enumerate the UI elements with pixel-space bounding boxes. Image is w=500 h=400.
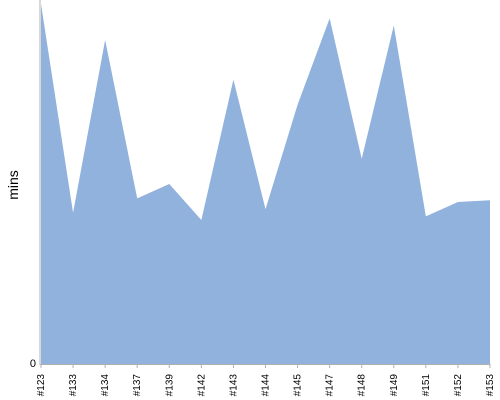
x-tick-label: #139: [164, 374, 175, 397]
x-tick-label: #133: [68, 374, 79, 397]
data-point-152: [456, 200, 460, 204]
data-point-147: [328, 16, 332, 20]
data-point-149: [392, 24, 396, 28]
data-point-143: [231, 78, 235, 82]
plot-area: [41, 4, 492, 364]
data-point-148: [360, 157, 364, 161]
x-tick-label: #152: [453, 374, 464, 397]
data-point-145: [296, 103, 300, 107]
data-point-142: [199, 218, 203, 222]
x-tick-label: #145: [293, 374, 304, 397]
x-tick-label: #151: [421, 374, 432, 397]
data-point-133: [71, 211, 75, 215]
y-tick-label: 0: [30, 358, 36, 370]
area-series: [41, 4, 490, 364]
x-tick-label: #142: [196, 374, 207, 397]
x-tick-label: #137: [132, 374, 143, 397]
x-tick-label: #148: [357, 374, 368, 397]
x-tick-label: #134: [100, 374, 111, 397]
x-tick-label: #143: [228, 374, 239, 397]
x-axis-ticks: #123 #133 #134 #137 #139 #142 #143 #144 #145 #147…: [36, 364, 496, 396]
y-axis-ticks: 0: [30, 358, 36, 370]
y-axis-label: mins: [5, 170, 21, 200]
x-tick-label: #149: [389, 374, 400, 397]
data-point-137: [135, 196, 139, 200]
x-tick-label: #123: [36, 374, 47, 397]
data-point-134: [103, 38, 107, 42]
data-point-139: [167, 182, 171, 186]
x-tick-label: #144: [261, 374, 272, 397]
data-point-144: [264, 207, 268, 211]
x-tick-label: #153: [485, 374, 496, 397]
data-point-151: [424, 214, 428, 218]
data-point-153: [488, 198, 492, 202]
x-tick-label: #147: [325, 374, 336, 397]
